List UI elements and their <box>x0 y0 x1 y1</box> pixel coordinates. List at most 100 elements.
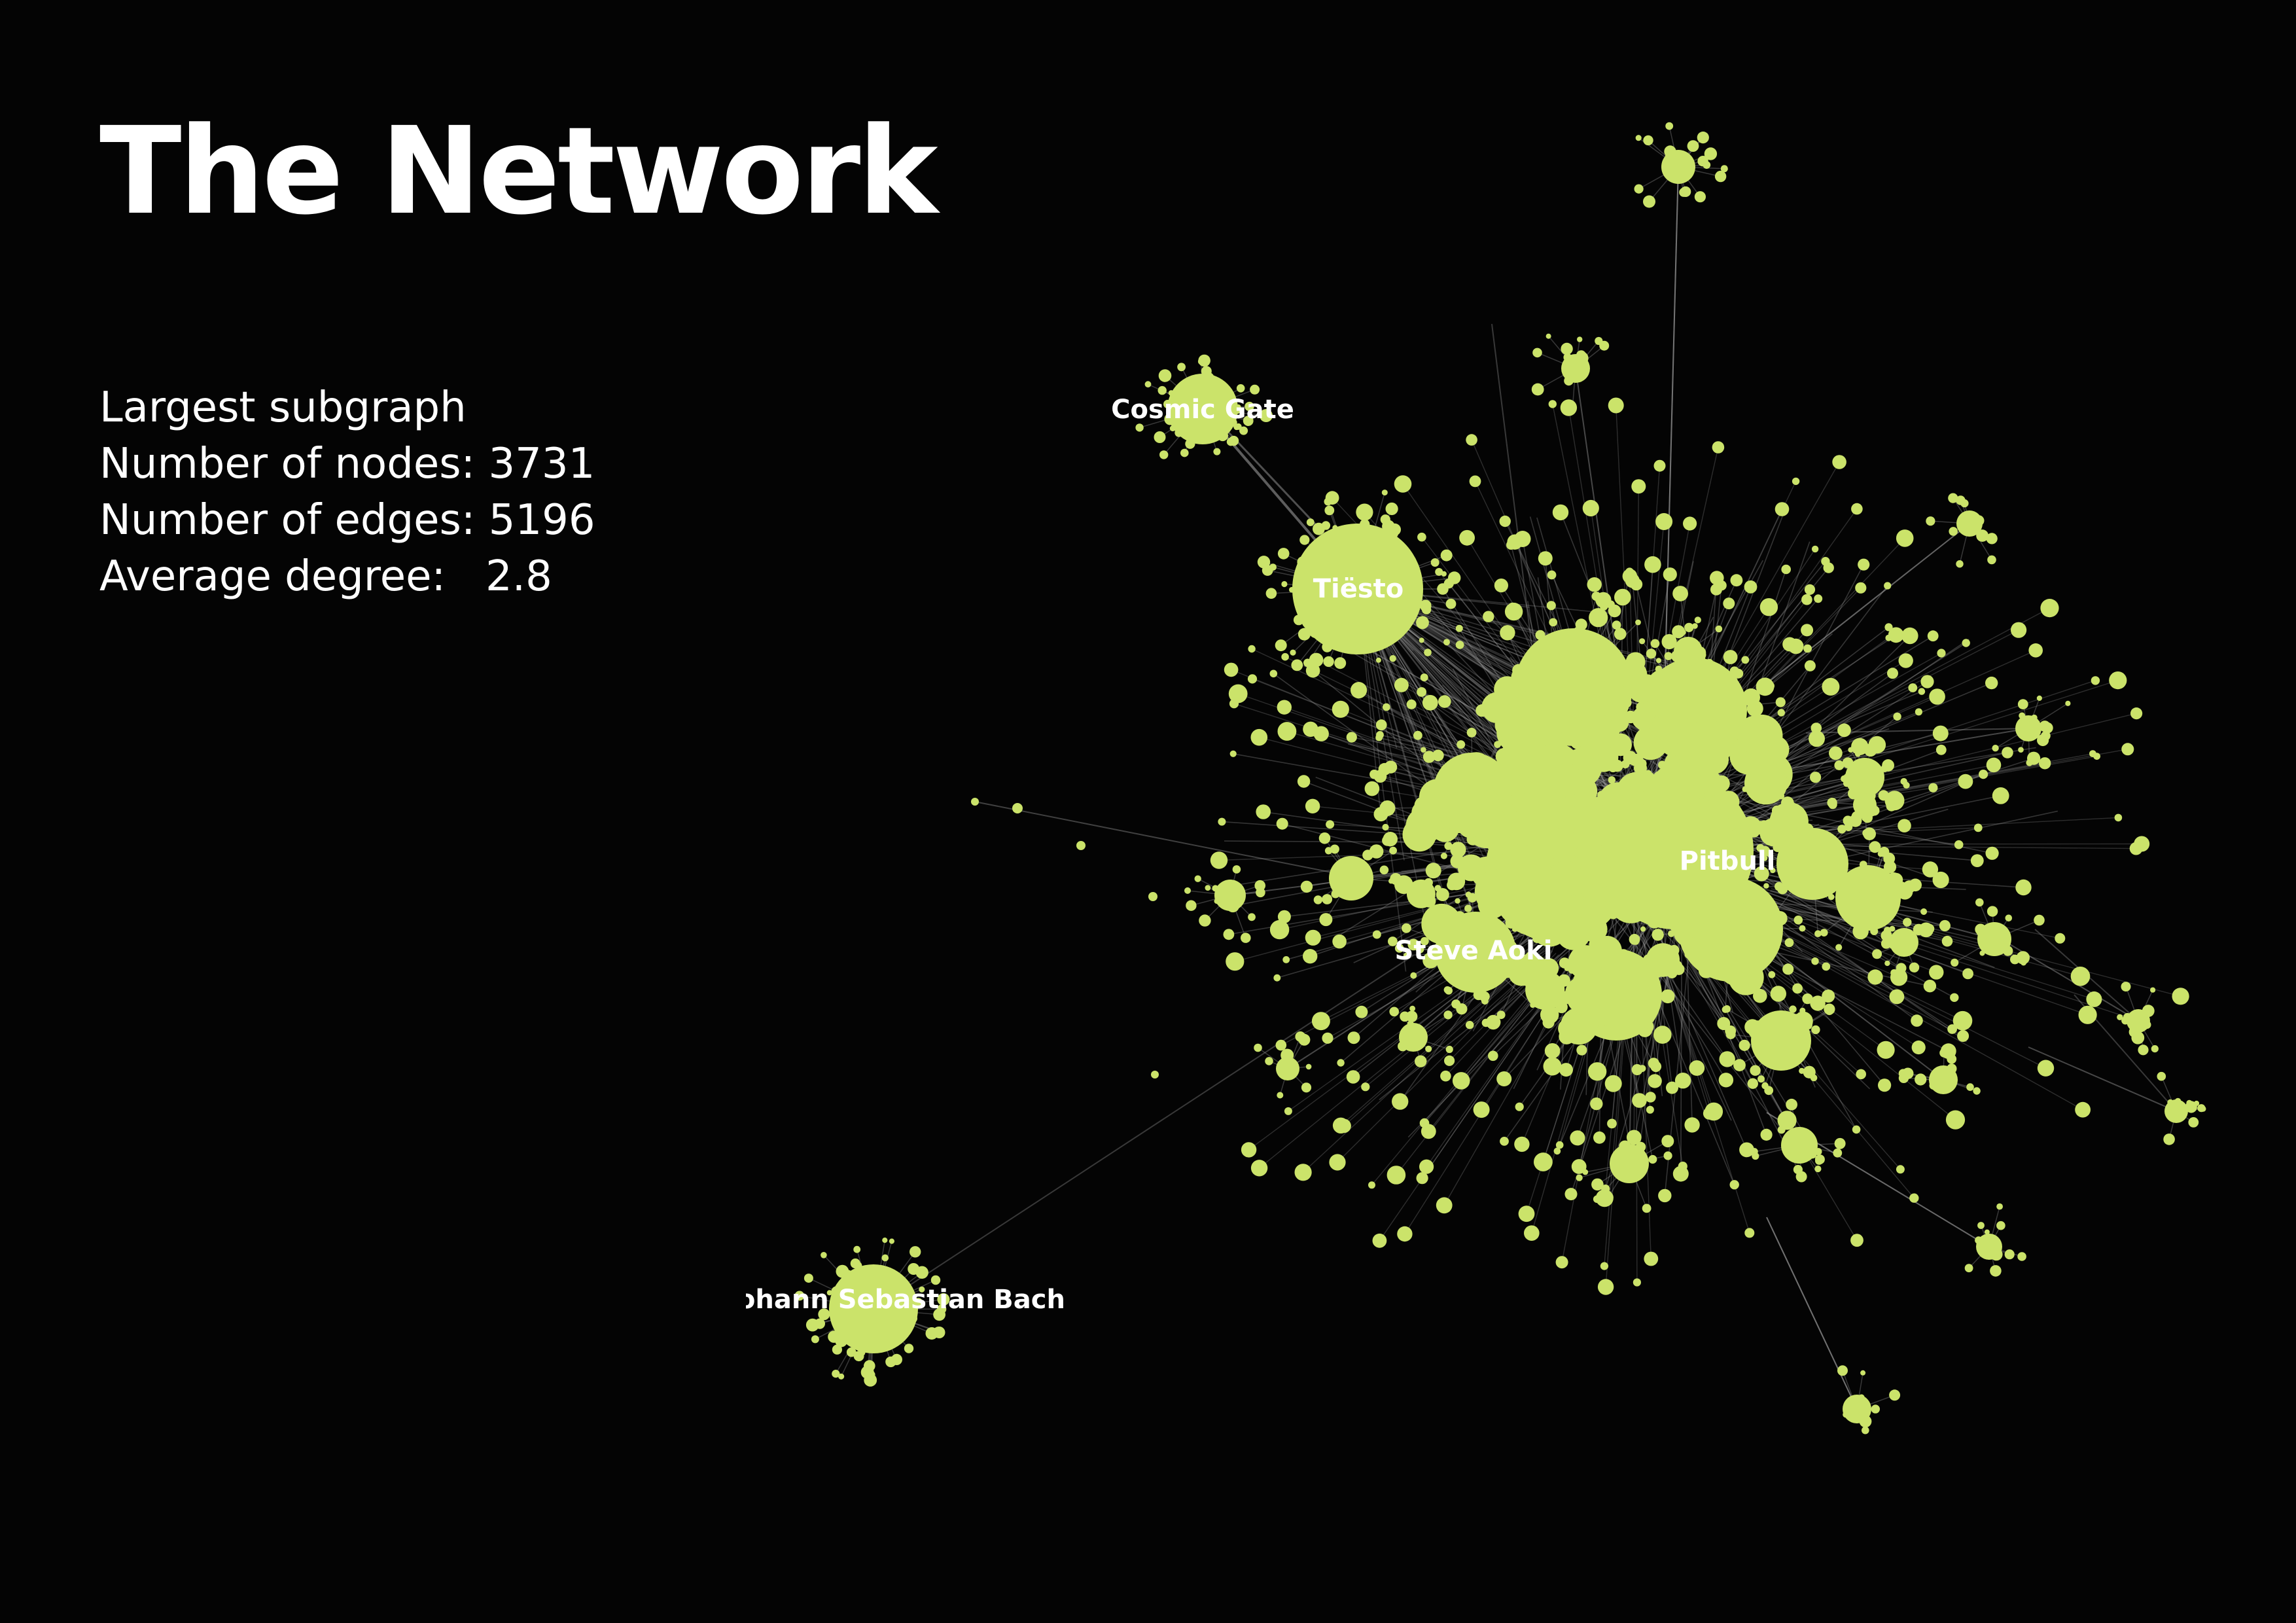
graph-node <box>1435 567 1443 576</box>
graph-node <box>2129 842 2143 855</box>
graph-node <box>937 1293 950 1306</box>
graph-node <box>1466 434 1477 446</box>
graph-node <box>1939 919 1951 932</box>
graph-node <box>1646 883 1689 926</box>
graph-node <box>1587 1062 1607 1081</box>
graph-node <box>1687 923 1702 938</box>
graph-edge <box>1667 971 1714 1112</box>
graph-node <box>1464 904 1472 912</box>
graph-node <box>1224 662 1239 677</box>
graph-node <box>1898 1069 1908 1079</box>
graph-edge <box>1751 607 2050 767</box>
graph-node <box>1920 675 1934 688</box>
graph-node <box>915 1266 928 1279</box>
graph-node <box>1601 791 1644 833</box>
graph-node <box>1399 1023 1428 1052</box>
graph-node <box>1440 1070 1451 1082</box>
graph-node <box>1144 381 1152 388</box>
graph-node <box>1504 602 1523 621</box>
graph-node <box>1587 577 1602 592</box>
graph-node <box>1452 1072 1470 1090</box>
graph-node <box>1822 990 1835 1003</box>
graph-node <box>1628 675 1655 703</box>
graph-node <box>864 1360 875 1372</box>
graph-edge <box>1753 523 1970 694</box>
graph-node <box>1777 1111 1797 1130</box>
graph-node <box>2163 1133 2175 1145</box>
graph-node <box>1867 969 1883 985</box>
graph-node <box>1309 652 1324 668</box>
graph-node <box>1606 992 1645 1031</box>
graph-node <box>1851 503 1863 515</box>
graph-node <box>1922 861 1939 878</box>
graph-node <box>1793 1011 1813 1031</box>
graph-node <box>1582 499 1599 517</box>
graph-node <box>1655 513 1673 530</box>
graph-node <box>1956 495 1966 505</box>
graph-node <box>1606 666 1623 683</box>
graph-node <box>1674 1073 1691 1089</box>
graph-node <box>1481 1018 1491 1027</box>
graph-node <box>1406 1010 1418 1022</box>
graph-node <box>1764 1086 1774 1096</box>
graph-node <box>1631 1064 1643 1075</box>
graph-node <box>1443 1010 1453 1020</box>
graph-node <box>1658 1188 1672 1203</box>
graph-node <box>1424 649 1432 656</box>
graph-node <box>1744 1228 1755 1238</box>
graph-node <box>1987 906 1998 917</box>
graph-node <box>1547 861 1583 896</box>
graph-node <box>1422 895 1436 908</box>
graph-node <box>1346 732 1357 743</box>
graph-node <box>2089 750 2096 757</box>
graph-node <box>1950 993 1959 1003</box>
graph-node <box>881 1254 889 1262</box>
graph-node <box>1909 1193 1919 1203</box>
graph-node <box>1958 774 1973 789</box>
graph-edge <box>1665 166 1679 668</box>
graph-node <box>1378 762 1391 776</box>
graph-node <box>1543 1057 1562 1076</box>
graph-node <box>2086 991 2102 1007</box>
graph-node <box>1760 1128 1773 1141</box>
graph-edge <box>1491 323 1538 694</box>
graph-node <box>2017 1252 2026 1261</box>
graph-node <box>1632 1093 1647 1108</box>
graph-node <box>1379 800 1396 816</box>
graph-node <box>2034 914 2045 926</box>
graph-node <box>1867 912 1880 925</box>
graph-node <box>1635 135 1642 141</box>
graph-node <box>1903 918 1912 927</box>
graph-node <box>1382 823 1389 831</box>
graph-node <box>1769 802 1809 842</box>
graph-node <box>1881 764 1888 772</box>
graph-node <box>1714 170 1727 183</box>
graph-edge <box>1665 972 1697 1069</box>
graph-node <box>1382 520 1395 533</box>
graph-node <box>1770 867 1776 874</box>
graph-node <box>1694 191 1706 203</box>
graph-node <box>1564 1188 1578 1201</box>
graph-node <box>1372 1233 1387 1248</box>
graph-node <box>1576 1174 1583 1181</box>
graph-node <box>805 1318 819 1332</box>
graph-node <box>1750 1148 1758 1156</box>
graph-node <box>1883 852 1896 865</box>
graph-node <box>1884 623 1893 632</box>
graph-node <box>1500 1137 1509 1146</box>
graph-node <box>1407 938 1420 951</box>
graph-node <box>1459 529 1475 546</box>
graph-edge <box>1754 918 1963 1022</box>
graph-node <box>1633 1278 1641 1287</box>
graph-node <box>1277 548 1290 560</box>
graph-node <box>1884 960 1890 967</box>
graph-node <box>1305 663 1320 678</box>
graph-edge <box>1617 902 1728 1060</box>
graph-node <box>1245 401 1254 412</box>
graph-node <box>1593 1131 1606 1144</box>
graph-node <box>1703 161 1711 169</box>
graph-node <box>1158 369 1172 382</box>
graph-node <box>1232 865 1241 874</box>
graph-node <box>1159 450 1169 459</box>
graph-node <box>853 1351 864 1362</box>
